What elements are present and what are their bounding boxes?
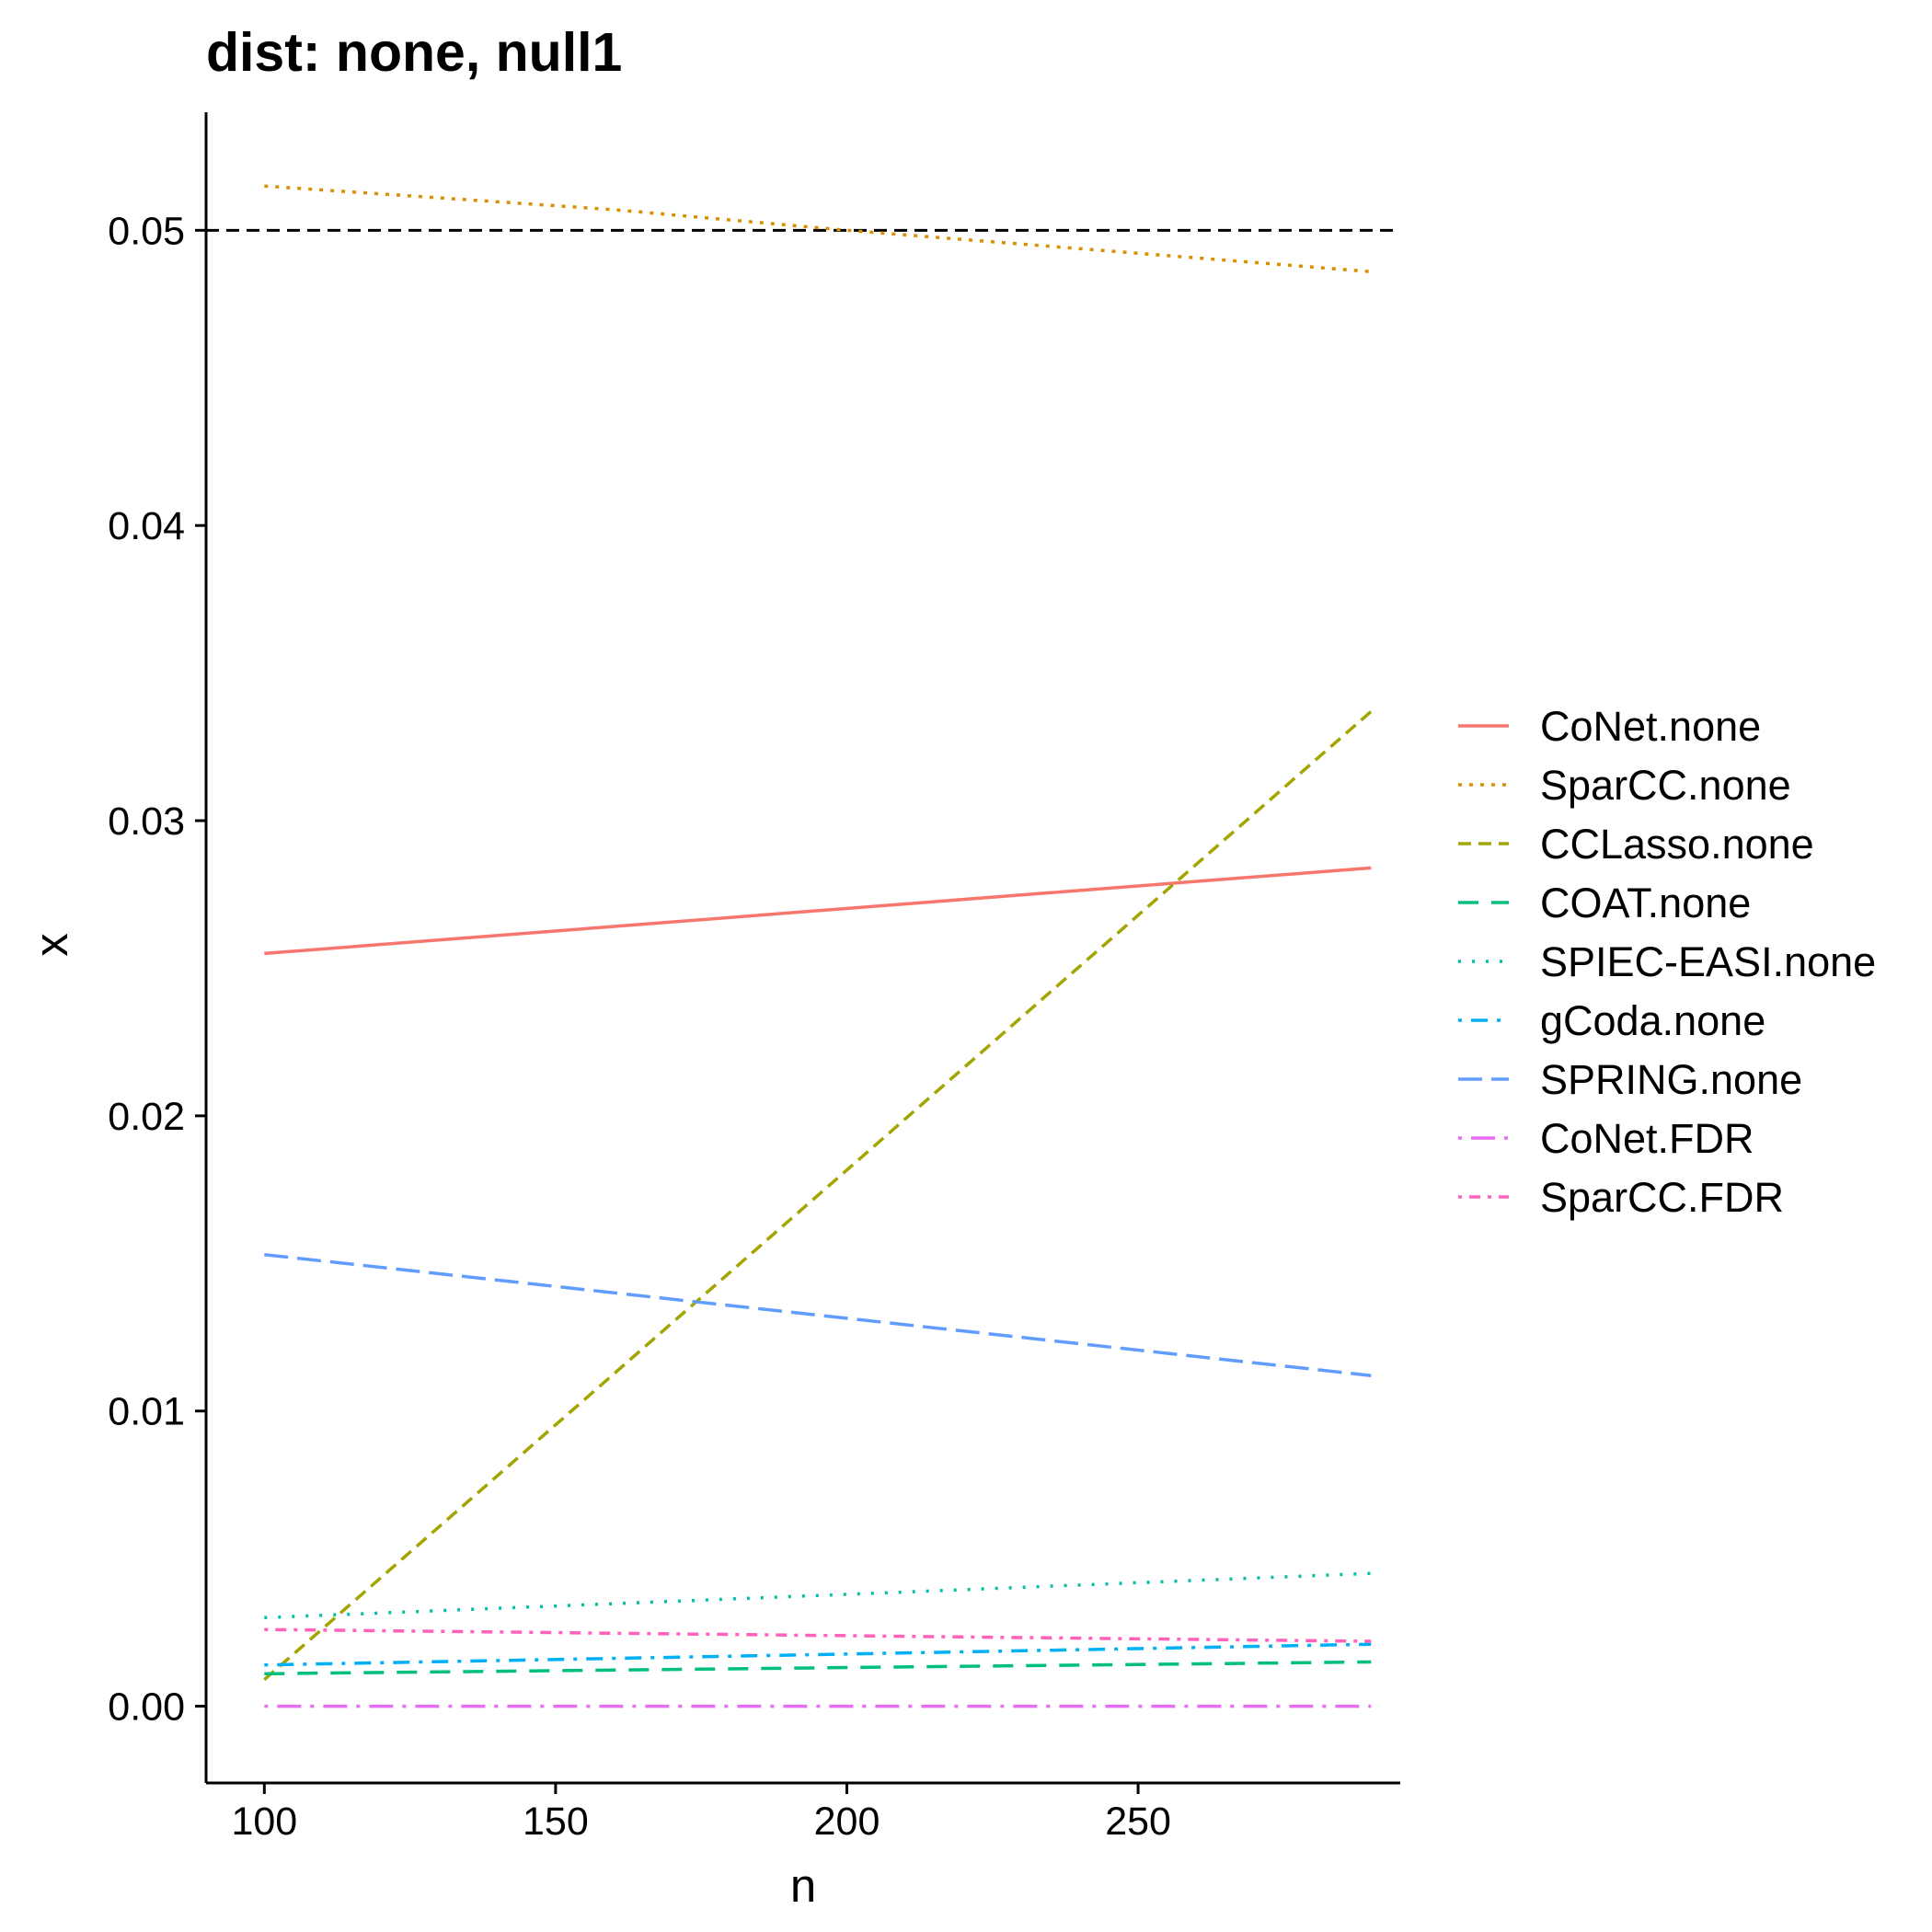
x-tick-label: 200 — [814, 1800, 880, 1844]
series-line-1 — [264, 184, 1372, 274]
x-tick-label: 100 — [231, 1800, 297, 1844]
legend-label-7: CoNet.FDR — [1540, 1115, 1754, 1162]
y-tick-label: 0.01 — [108, 1390, 185, 1434]
legend-label-6: SPRING.none — [1540, 1056, 1802, 1103]
y-tick-label: 0.03 — [108, 799, 185, 844]
series-line-5 — [264, 1642, 1372, 1667]
plot-area — [206, 184, 1400, 1708]
legend: CoNet.none SparCC.none CCLasso.none COAT.no… — [1458, 703, 1876, 1221]
x-axis: 100 150 200 250 — [206, 1781, 1400, 1844]
legend-label-4: SPIEC-EASI.none — [1540, 938, 1876, 985]
x-tick-label: 150 — [523, 1800, 589, 1844]
series-line-2 — [263, 709, 1373, 1682]
y-tick-label: 0.05 — [108, 209, 185, 253]
y-tick-label: 0.02 — [108, 1095, 185, 1139]
x-tick-label: 250 — [1105, 1800, 1171, 1844]
legend-label-0: CoNet.none — [1540, 703, 1761, 750]
series-line-3 — [264, 1660, 1372, 1676]
y-axis-title: x — [25, 933, 77, 957]
x-axis-title: n — [790, 1859, 816, 1912]
legend-label-5: gCoda.none — [1540, 997, 1765, 1044]
series-line-0 — [264, 866, 1372, 956]
y-tick-label: 0.04 — [108, 504, 185, 548]
series-line-6 — [264, 1252, 1372, 1377]
legend-label-8: SparCC.FDR — [1540, 1174, 1784, 1221]
legend-label-2: CCLasso.none — [1540, 821, 1814, 868]
series-line-4 — [264, 1571, 1372, 1620]
legend-label-3: COAT.none — [1540, 880, 1751, 926]
y-tick-label: 0.00 — [108, 1685, 185, 1730]
legend-label-1: SparCC.none — [1540, 762, 1791, 809]
y-axis: 0.00 0.01 0.02 0.03 0.04 0.05 — [108, 112, 208, 1783]
series-line-8 — [264, 1627, 1372, 1643]
chart-title: dist: none, null1 — [206, 22, 622, 83]
